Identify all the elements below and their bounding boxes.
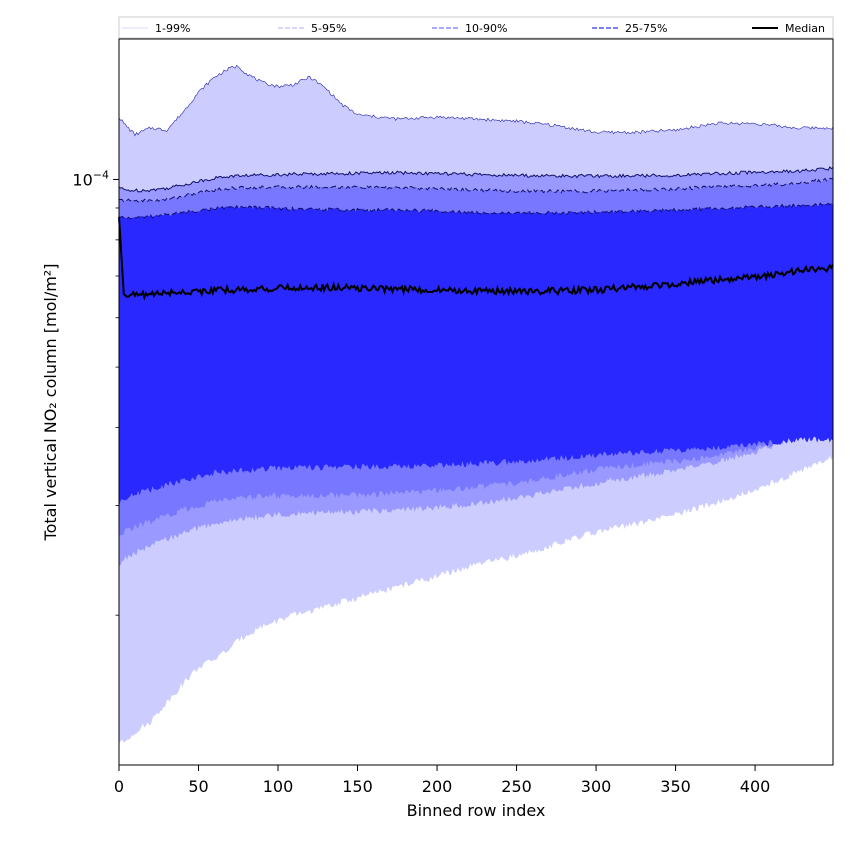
lines-layer <box>118 64 834 301</box>
legend-label: 10-90% <box>465 22 507 35</box>
band-25-75pct <box>119 203 833 506</box>
x-tick-label: 200 <box>422 777 453 796</box>
x-tick-label: 250 <box>501 777 532 796</box>
x-tick-label: 350 <box>660 777 691 796</box>
x-axis-label: Binned row index <box>407 801 546 820</box>
band-upper-line-1-99pct <box>118 64 834 137</box>
band-upper-line-10-90pct <box>118 177 834 203</box>
x-tick-label: 150 <box>342 777 373 796</box>
legend: 1-99% 5-95% 10-90% 25-75% Median <box>118 16 834 39</box>
legend-label: Median <box>785 22 825 35</box>
y-tick-label: 10−4 <box>72 168 109 189</box>
y-axis-label: Total vertical NO₂ column [mol/m²] <box>41 264 60 542</box>
x-axis: 0 50 100 150 200 250 300 350 400 <box>114 765 770 796</box>
x-tick-label: 0 <box>114 777 124 796</box>
band-upper-line-5-95pct <box>118 166 834 193</box>
band-upper-line-25-75pct <box>118 202 834 220</box>
legend-label: 1-99% <box>155 22 190 35</box>
bands-layer <box>119 65 833 744</box>
legend-label: 5-95% <box>311 22 346 35</box>
plot-frame <box>118 38 834 766</box>
median-line <box>118 217 834 301</box>
y-axis: 10−4 <box>72 168 119 616</box>
x-tick-label: 50 <box>188 777 208 796</box>
legend-label: 25-75% <box>625 22 667 35</box>
x-tick-label: 400 <box>740 777 771 796</box>
x-tick-label: 100 <box>263 777 294 796</box>
x-tick-label: 300 <box>581 777 612 796</box>
legend-box <box>118 16 834 39</box>
